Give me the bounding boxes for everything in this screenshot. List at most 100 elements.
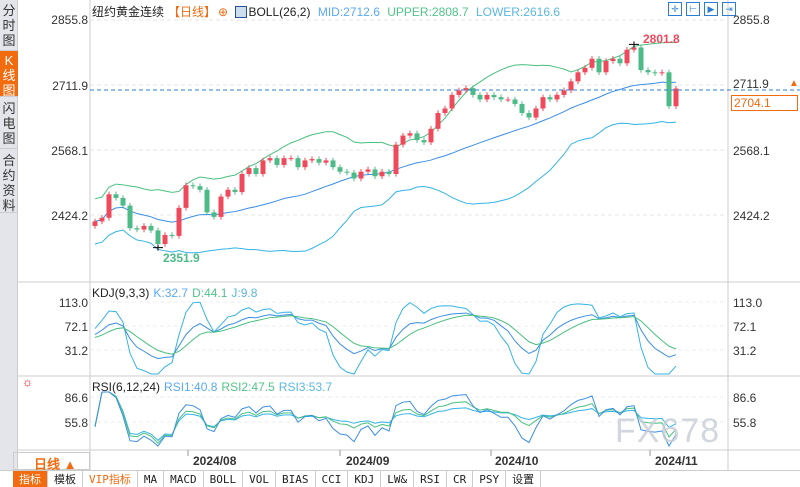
kdj-k-line bbox=[94, 312, 677, 360]
tab-flash[interactable]: 闪电图 bbox=[0, 97, 18, 149]
candle-body bbox=[547, 97, 553, 100]
kdj-axis-label: 72.1 bbox=[64, 320, 88, 334]
tab-timeshare[interactable]: 分时图 bbox=[0, 0, 18, 51]
indicator-name[interactable]: BOLL(26,2) bbox=[248, 5, 311, 19]
boll-upper: UPPER:2808.7 bbox=[387, 5, 469, 19]
sun-icon[interactable]: ☼ bbox=[22, 375, 33, 389]
arrow-up-icon: ▲ bbox=[789, 78, 799, 89]
candle-body bbox=[449, 94, 455, 109]
candle-body bbox=[358, 171, 364, 179]
candle-body bbox=[463, 88, 469, 91]
candle-body bbox=[274, 158, 280, 165]
play-icon[interactable]: ▶ bbox=[704, 2, 718, 16]
view-sidebar: 分时图 K线图 闪电图 合约资料 bbox=[0, 0, 18, 470]
add-icon[interactable]: ⊕ bbox=[218, 5, 229, 19]
jump-latest-icon[interactable]: ⇥ bbox=[722, 2, 736, 16]
tab-contract-info[interactable]: 合约资料 bbox=[0, 149, 18, 213]
candle-body bbox=[624, 49, 630, 64]
low-annotation: 2351.9 bbox=[163, 251, 200, 265]
date-label: 2024/08 bbox=[193, 454, 237, 468]
rsi3: RSI3:53.7 bbox=[278, 380, 333, 394]
candle-body bbox=[127, 205, 133, 229]
candle-body bbox=[575, 72, 581, 82]
candle-body bbox=[267, 158, 273, 161]
tab-template[interactable]: 模板 bbox=[48, 471, 83, 487]
tab-bias[interactable]: BIAS bbox=[276, 471, 316, 487]
tab-vol[interactable]: VOL bbox=[243, 471, 276, 487]
candle-body bbox=[554, 94, 560, 100]
candle-body bbox=[414, 133, 420, 141]
crosshair-icon[interactable]: ✛ bbox=[668, 2, 682, 16]
period-dropdown[interactable]: 日线 ▲ bbox=[13, 452, 90, 472]
candle-body bbox=[491, 94, 497, 98]
candle-body bbox=[155, 230, 161, 245]
price-label: 2568.1 bbox=[51, 144, 88, 158]
candle-body bbox=[505, 99, 511, 101]
tab-macd[interactable]: MACD bbox=[164, 471, 204, 487]
candle-body bbox=[631, 47, 637, 50]
tab-vip[interactable]: VIP指标 bbox=[83, 471, 138, 487]
tab-cci[interactable]: CCI bbox=[316, 471, 349, 487]
candle-body bbox=[120, 197, 126, 206]
candle-body bbox=[295, 158, 301, 168]
tab-settings[interactable]: 设置 bbox=[506, 471, 542, 487]
candle-body bbox=[197, 186, 203, 190]
tab-kdj[interactable]: KDJ bbox=[348, 471, 382, 487]
candle-body bbox=[204, 189, 210, 213]
kdj-axis-label: 113.0 bbox=[58, 296, 88, 310]
rsi1-line bbox=[94, 391, 677, 448]
main-header: 纽约黄金连续 【日线】 ⊕ BOLL(26,2) MID:2712.6 UPPER:… bbox=[92, 3, 564, 20]
tab-ma[interactable]: MA bbox=[138, 471, 165, 487]
indicator-icon[interactable] bbox=[235, 6, 248, 18]
candle-body bbox=[610, 58, 616, 62]
current-price-box: 2704.1 bbox=[731, 95, 798, 111]
rsi2-line bbox=[94, 391, 677, 444]
kdj-axis-label-right: 31.2 bbox=[733, 344, 757, 358]
candle-body bbox=[477, 94, 483, 100]
tab-indicator[interactable]: 指标 bbox=[13, 471, 48, 487]
price-label: 2855.8 bbox=[51, 13, 88, 27]
candle-body bbox=[673, 88, 679, 107]
kdj-title[interactable]: KDJ(9,3,3) bbox=[92, 286, 150, 300]
candle-body bbox=[337, 167, 343, 172]
candle-body bbox=[232, 189, 238, 193]
right-cross-label: 2711.9 bbox=[733, 77, 769, 91]
candle-body bbox=[617, 58, 623, 64]
candle-body bbox=[603, 61, 609, 73]
candle-body bbox=[246, 168, 252, 174]
candle-body bbox=[470, 88, 476, 95]
price-label: 2424.2 bbox=[51, 209, 88, 223]
candle-body bbox=[134, 228, 140, 230]
candle-body bbox=[302, 160, 308, 168]
period-label[interactable]: 【日线】 bbox=[168, 5, 217, 19]
tab-lw[interactable]: LW& bbox=[381, 471, 415, 487]
candle-body bbox=[421, 140, 427, 143]
tab-psy[interactable]: PSY bbox=[473, 471, 507, 487]
candle-body bbox=[484, 94, 490, 100]
boll-upper-line bbox=[94, 41, 677, 200]
candle-body bbox=[645, 70, 651, 73]
tab-cr[interactable]: CR bbox=[447, 471, 474, 487]
candle-body bbox=[190, 185, 196, 187]
tab-kline[interactable]: K线图 bbox=[0, 51, 18, 98]
rsi-title[interactable]: RSI(6,12,24) bbox=[92, 380, 161, 394]
rsi-axis-label-right: 86.6 bbox=[733, 391, 757, 405]
candle-body bbox=[561, 90, 567, 95]
price-label: 2711.9 bbox=[52, 79, 88, 93]
candle-body bbox=[344, 171, 350, 173]
candle-body bbox=[113, 194, 119, 198]
candle-body bbox=[589, 58, 595, 68]
candle-body bbox=[596, 58, 602, 73]
date-label: 2024/09 bbox=[346, 454, 390, 468]
candle-body bbox=[533, 108, 539, 118]
tab-boll[interactable]: BOLL bbox=[204, 471, 244, 487]
zoom-range-icon[interactable]: ⊢ bbox=[686, 2, 700, 16]
candle-body bbox=[323, 160, 329, 163]
candle-body bbox=[99, 217, 105, 222]
candle-body bbox=[540, 97, 546, 109]
kdj-j-line bbox=[94, 301, 677, 375]
right-price-label: 2855.8 bbox=[733, 13, 770, 27]
tab-rsi[interactable]: RSI bbox=[414, 471, 447, 487]
candle-body bbox=[106, 194, 112, 218]
